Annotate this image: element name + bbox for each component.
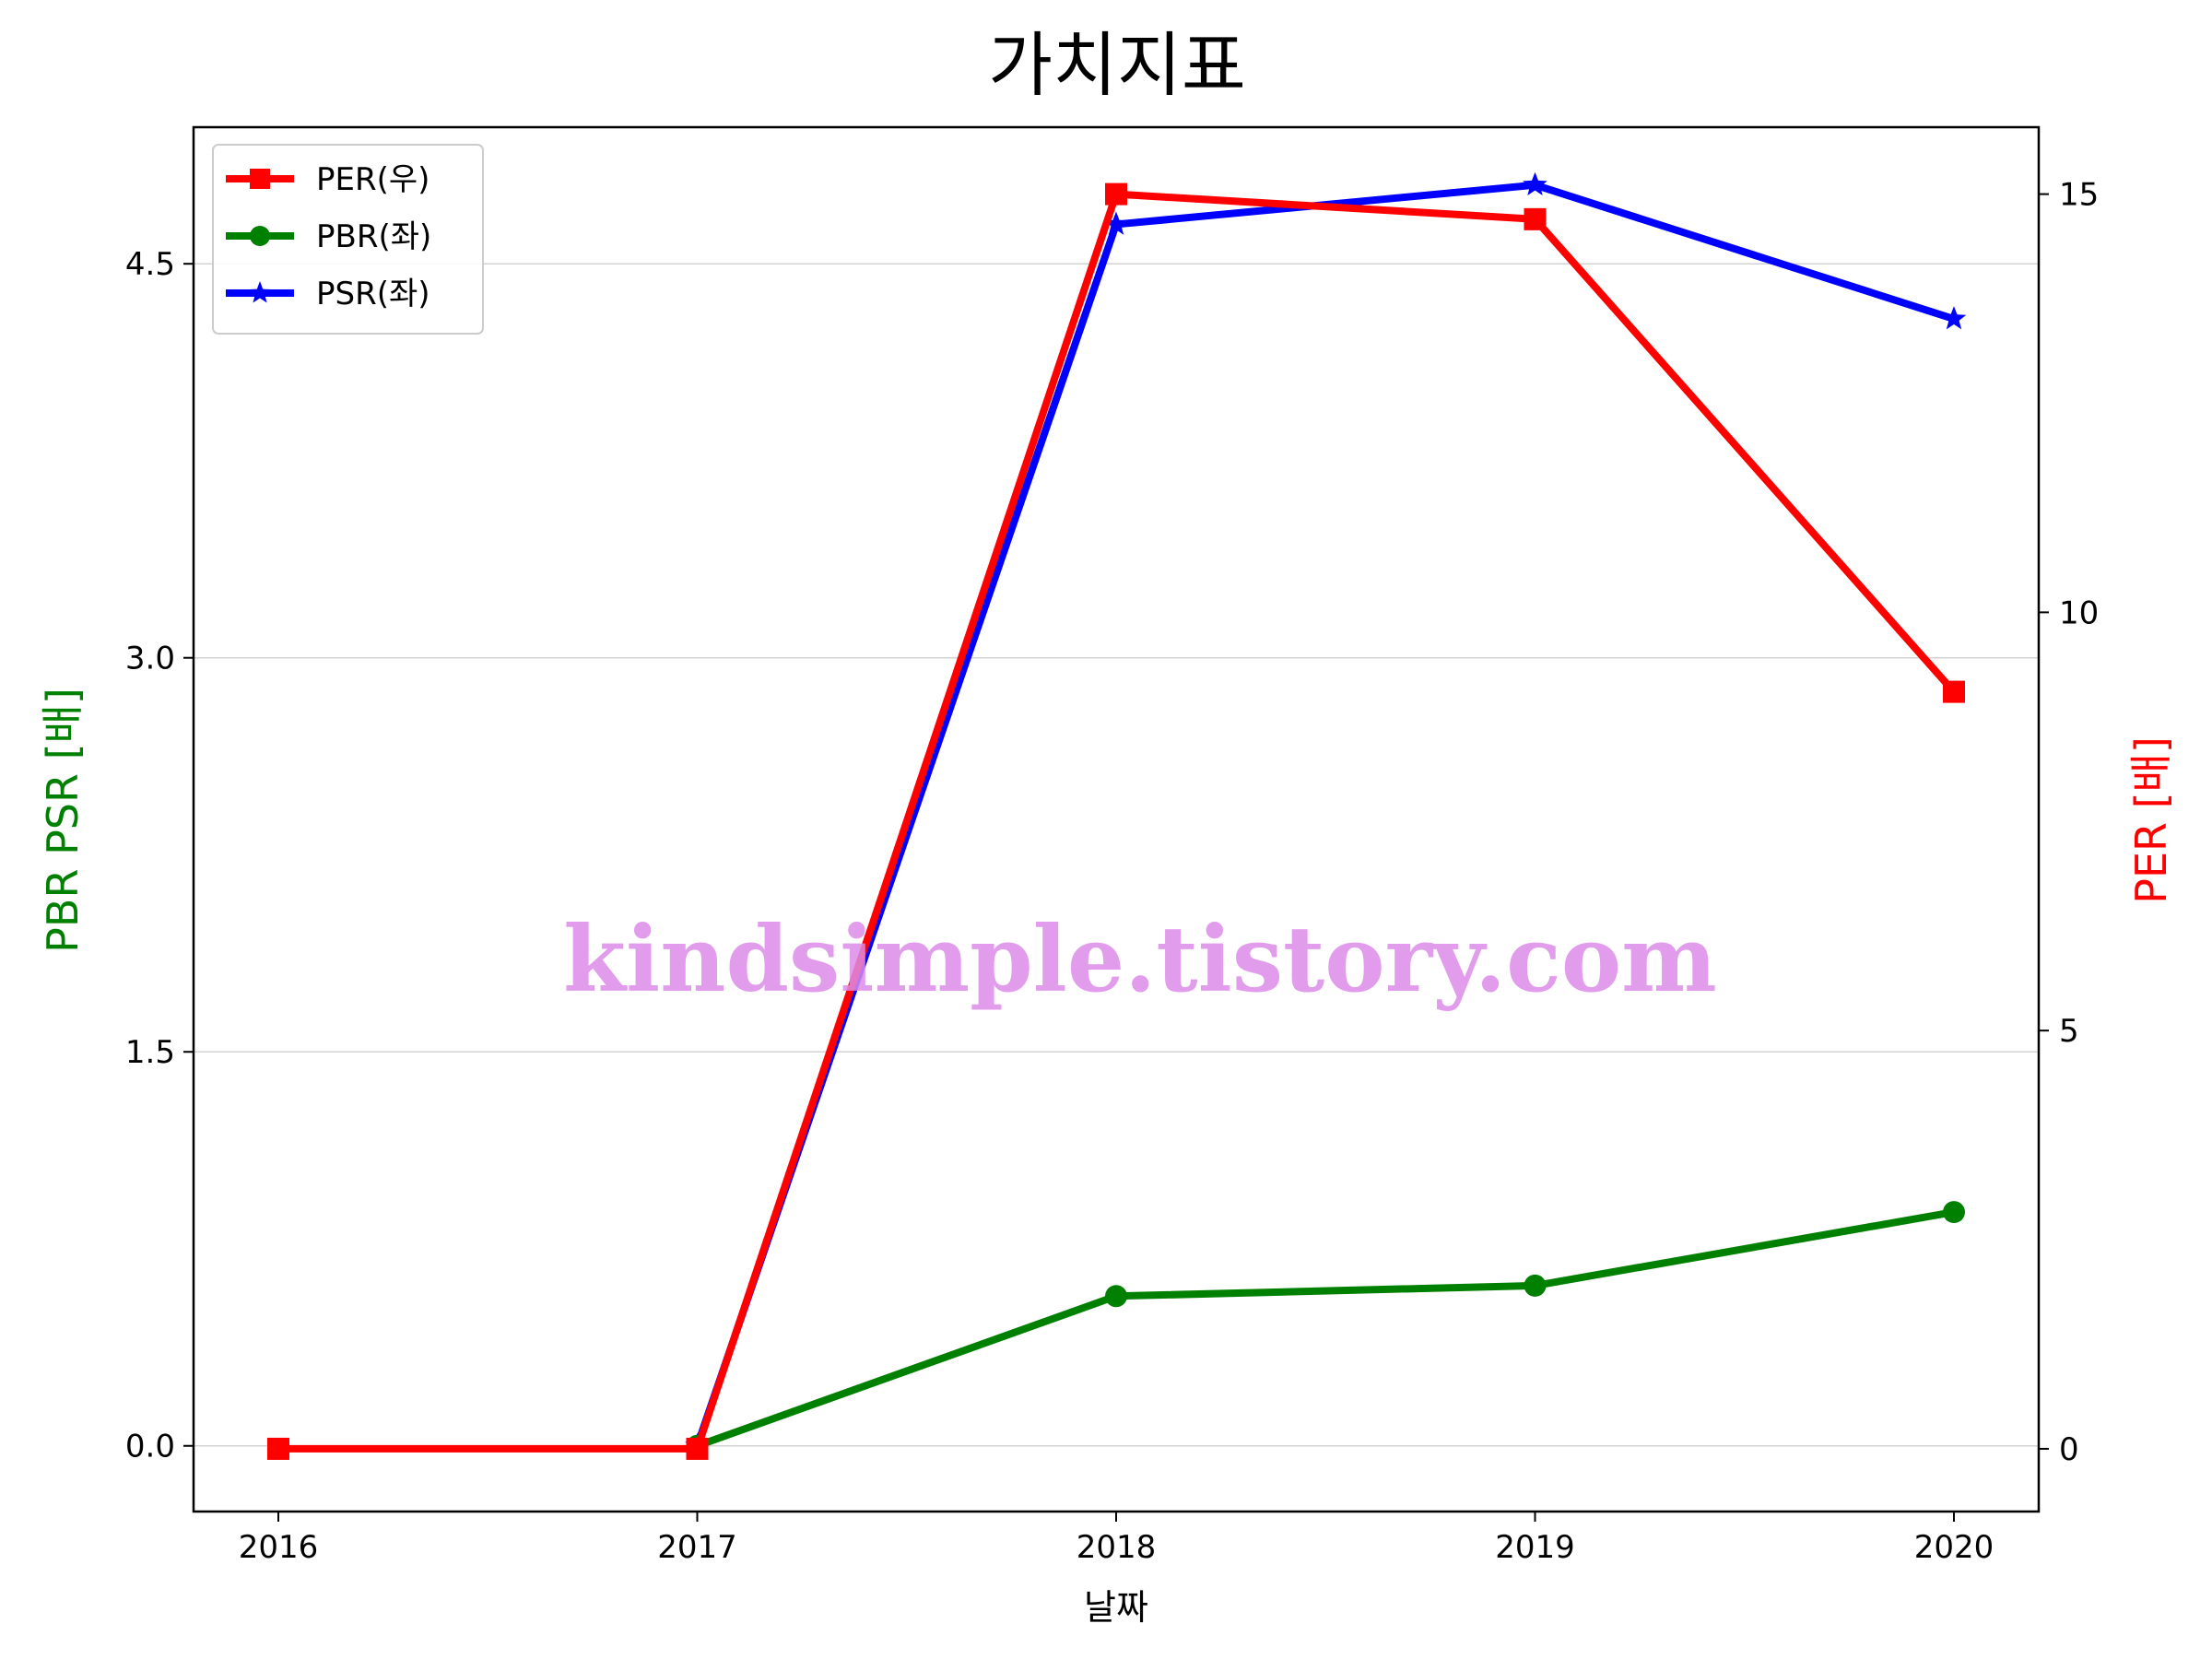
data-point-star <box>248 281 272 303</box>
data-point-circle <box>250 226 270 246</box>
y-axis-label-left: PBR PSR [배] <box>38 688 88 953</box>
series-line <box>693 181 1956 1448</box>
chart-title: 가치지표 <box>988 24 1246 106</box>
y-axis-label-right: PER [배] <box>2126 736 2176 904</box>
y-right-tick-label: 15 <box>2059 177 2099 214</box>
x-axis-label: 날짜 <box>1084 1587 1148 1628</box>
legend-frame <box>212 144 484 335</box>
y-right-tick-label: 10 <box>2059 594 2099 631</box>
x-tick-label: 2018 <box>1077 1529 1157 1566</box>
data-point-square <box>267 1437 289 1460</box>
y-left-tick-label: 3.0 <box>125 641 175 677</box>
series-line <box>696 1208 1955 1450</box>
y-left-tick-label: 1.5 <box>125 1034 175 1071</box>
plot-series <box>267 171 1967 1460</box>
y-left-tick-label: 4.5 <box>125 246 175 283</box>
data-point-square <box>686 1437 709 1460</box>
series-PBR(좌) <box>686 1201 1965 1457</box>
y-right-tick-label: 5 <box>2059 1013 2079 1050</box>
data-point-square <box>1943 680 1965 703</box>
data-point-square <box>1524 207 1547 230</box>
data-point-star <box>1103 211 1129 235</box>
legend-label: PER(우) <box>316 161 429 198</box>
legend: PER(우) PBR(좌) PSR(좌) <box>212 144 484 335</box>
x-tick-label: 2017 <box>657 1529 737 1566</box>
data-point-circle <box>1105 1285 1127 1308</box>
x-tick-label: 2019 <box>1495 1529 1575 1566</box>
data-point-circle <box>1943 1201 1965 1224</box>
y-right-tick-label: 0 <box>2059 1431 2079 1468</box>
series-PER(우) <box>267 182 1965 1460</box>
x-tick-label: 2016 <box>239 1529 319 1566</box>
legend-label: PSR(좌) <box>316 276 430 312</box>
data-point-square <box>1105 182 1127 206</box>
watermark-text: kindsimple.tistory.com <box>563 907 1717 1013</box>
legend-label: PBR(좌) <box>316 218 431 255</box>
grid-lines <box>194 263 2039 1447</box>
series-line <box>278 190 1957 1453</box>
data-point-star <box>1941 306 1967 330</box>
x-tick-label: 2020 <box>1914 1529 1994 1566</box>
axes: 0.0 1.5 3.0 4.5 0 5 10 15 2016 2017 2018 2019 2020 <box>125 177 2099 1566</box>
data-point-square <box>250 169 270 189</box>
series-PSR(좌) <box>685 171 1967 1457</box>
data-point-circle <box>1524 1274 1547 1297</box>
data-point-star <box>1523 171 1547 195</box>
y-left-tick-label: 0.0 <box>125 1429 175 1465</box>
